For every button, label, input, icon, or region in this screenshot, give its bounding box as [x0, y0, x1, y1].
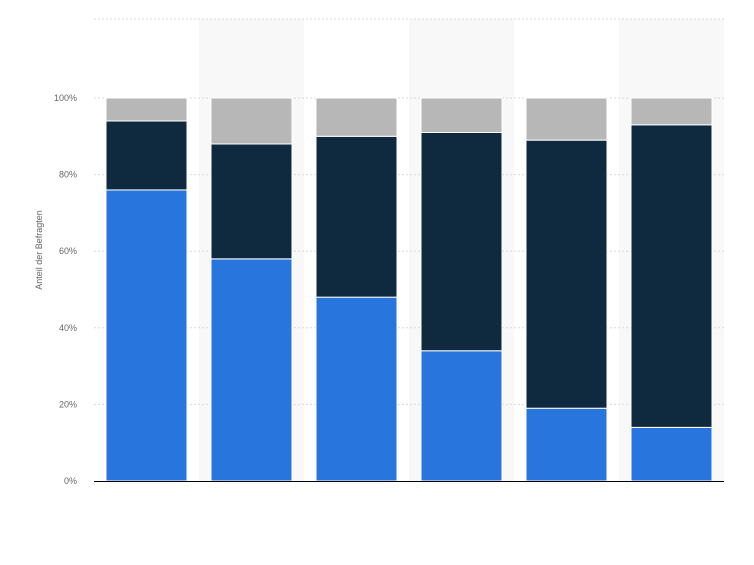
y-tick-label: 100%	[54, 93, 77, 103]
bar-segment-1[interactable]	[105, 189, 188, 482]
bar-segment-2[interactable]	[315, 135, 398, 298]
bar-segment-3[interactable]	[315, 97, 398, 137]
bar-segment-2[interactable]	[630, 124, 713, 428]
bar-segment-3[interactable]	[210, 97, 293, 145]
y-tick-label: 0%	[64, 476, 77, 486]
bar-segment-3[interactable]	[105, 97, 188, 122]
bar-segment-2[interactable]	[210, 143, 293, 260]
y-tick-label: 80%	[59, 170, 77, 180]
bar-stacks	[105, 97, 713, 482]
bar-segment-2[interactable]	[525, 139, 608, 409]
bar-segment-1[interactable]	[630, 426, 713, 482]
bar-segment-2[interactable]	[105, 120, 188, 191]
grid-lines	[94, 18, 724, 405]
bar-segment-3[interactable]	[525, 97, 608, 141]
bar-segment-2[interactable]	[420, 131, 503, 352]
y-tick-label: 60%	[59, 246, 77, 256]
bar-segment-1[interactable]	[315, 296, 398, 482]
bar-segment-1[interactable]	[525, 407, 608, 482]
bar-segment-3[interactable]	[630, 97, 713, 126]
y-axis-tick-labels: 0% 20% 40% 60% 80% 100%	[54, 93, 77, 486]
bar-segment-3[interactable]	[420, 97, 503, 133]
y-tick-label: 40%	[59, 323, 77, 333]
bar-segment-1[interactable]	[210, 258, 293, 482]
y-tick-label: 20%	[59, 399, 77, 409]
bar-segment-1[interactable]	[420, 350, 503, 482]
y-axis-label: Anteil der Befragten	[34, 210, 44, 290]
